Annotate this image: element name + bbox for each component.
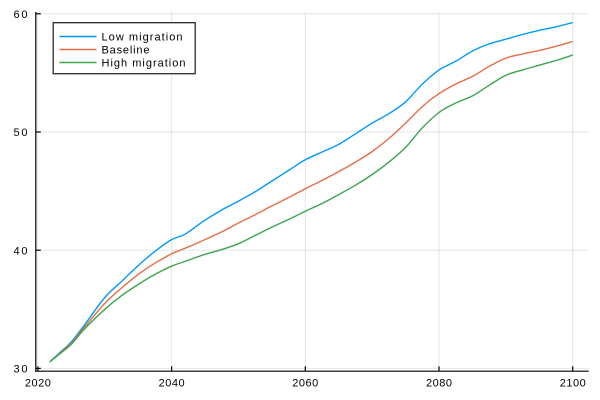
svg-text:50: 50	[14, 127, 28, 139]
svg-text:High migration: High migration	[102, 58, 186, 70]
svg-text:2020: 2020	[25, 378, 51, 390]
svg-text:2080: 2080	[426, 378, 452, 390]
svg-text:2100: 2100	[560, 378, 586, 390]
svg-text:Low migration: Low migration	[102, 32, 183, 44]
svg-text:2040: 2040	[159, 378, 185, 390]
svg-text:Baseline: Baseline	[102, 45, 150, 57]
svg-text:30: 30	[14, 364, 28, 376]
svg-text:2060: 2060	[292, 378, 318, 390]
svg-text:40: 40	[14, 245, 28, 257]
svg-text:60: 60	[14, 9, 28, 21]
